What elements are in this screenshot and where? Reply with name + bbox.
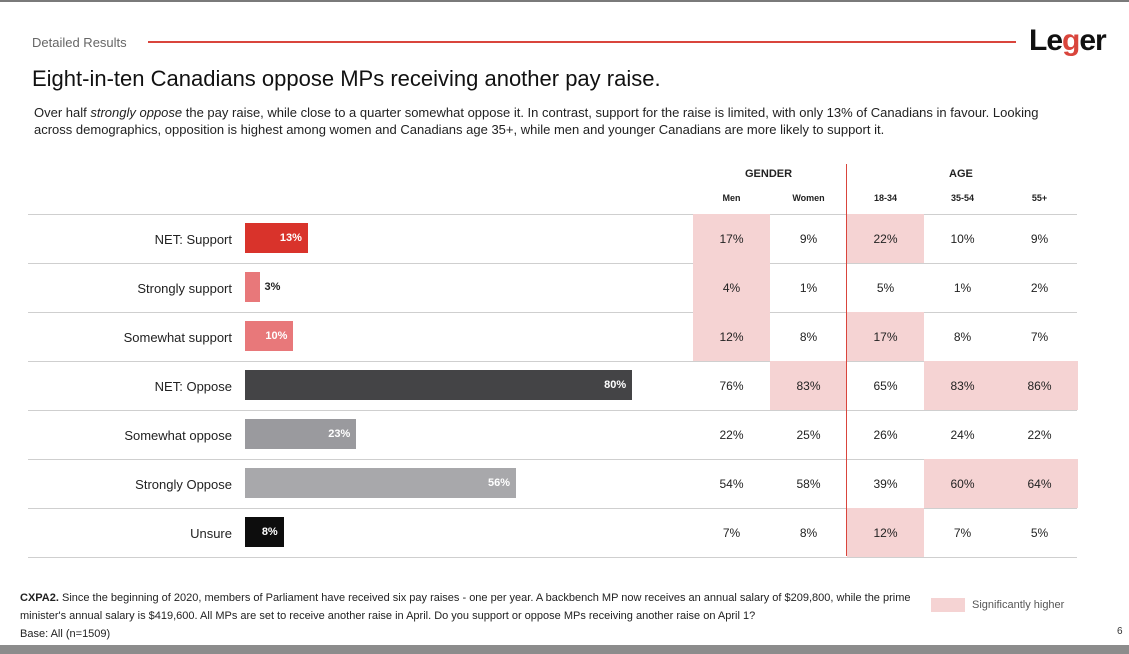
- page-number: 6: [1117, 626, 1123, 637]
- table-cell-somewhat-oppose-35-54: 24%: [950, 427, 975, 442]
- column-header-men: Men: [722, 193, 741, 203]
- bar-somewhat-support: [245, 321, 294, 351]
- column-header-35-54: 35-54: [950, 193, 975, 203]
- question-body: Since the beginning of 2020, members of …: [20, 592, 911, 622]
- table-cell-strongly-support-men: 4%: [693, 263, 770, 312]
- table-cell-net-support-men: 17%: [693, 214, 770, 263]
- bar-net-oppose: [245, 370, 633, 400]
- table-cell-net-support-55-plus: 9%: [1030, 231, 1049, 246]
- subtitle-emphasis: strongly oppose: [90, 105, 183, 120]
- row-rule: [28, 508, 1077, 509]
- gender-age-divider: [846, 164, 847, 556]
- table-cell-strongly-oppose-18-34: 39%: [873, 476, 898, 491]
- section-label: Detailed Results: [32, 35, 127, 50]
- table-cell-strongly-support-women: 1%: [799, 280, 818, 295]
- table-cell-strongly-oppose-women: 58%: [796, 476, 821, 491]
- bar-strongly-support: [245, 272, 260, 302]
- bar-somewhat-oppose: [245, 419, 357, 449]
- legend-label: Significantly higher: [972, 599, 1065, 611]
- table-cell-strongly-oppose-men: 54%: [719, 476, 744, 491]
- row-rule: [28, 312, 1077, 313]
- row-label-somewhat-support: Somewhat support: [123, 330, 232, 345]
- table-cell-unsure-18-34: 12%: [847, 508, 924, 557]
- table-cell-net-oppose-35-54: 83%: [924, 361, 1001, 410]
- top-border: [0, 0, 1129, 2]
- group-header-gender: GENDER: [745, 168, 793, 180]
- group-header-age: AGE: [949, 168, 973, 180]
- table-cell-somewhat-support-men: 12%: [693, 312, 770, 361]
- footnote: CXPA2. Since the beginning of 2020, memb…: [20, 589, 920, 643]
- table-cell-strongly-support-55-plus: 2%: [1030, 280, 1049, 295]
- column-header-women: Women: [792, 193, 825, 203]
- table-cell-strongly-support-35-54: 1%: [953, 280, 972, 295]
- table-cell-net-oppose-men: 76%: [719, 378, 744, 393]
- row-rule: [28, 557, 1077, 558]
- table-cell-net-support-women: 9%: [799, 231, 818, 246]
- table-cell-strongly-oppose-55-plus: 64%: [1001, 459, 1078, 508]
- table-cell-unsure-men: 7%: [722, 525, 741, 540]
- bar-unsure: [245, 517, 284, 547]
- table-cell-somewhat-support-35-54: 8%: [953, 329, 972, 344]
- row-label-somewhat-oppose: Somewhat oppose: [124, 428, 232, 443]
- bar-strongly-oppose: [245, 468, 517, 498]
- bar-value-somewhat-oppose: 23%: [328, 428, 351, 440]
- table-cell-net-oppose-18-34: 65%: [873, 378, 898, 393]
- table-cell-somewhat-oppose-55-plus: 22%: [1027, 427, 1052, 442]
- table-cell-unsure-55-plus: 5%: [1030, 525, 1049, 540]
- row-label-strongly-support: Strongly support: [137, 281, 232, 296]
- bar-net-support: [245, 223, 308, 253]
- table-cell-somewhat-support-55-plus: 7%: [1030, 329, 1049, 344]
- logo-suffix: er: [1079, 24, 1106, 57]
- table-cell-net-support-18-34: 22%: [847, 214, 924, 263]
- logo-accent: g: [1062, 24, 1080, 57]
- row-rule: [28, 263, 1077, 264]
- table-cell-somewhat-support-18-34: 17%: [847, 312, 924, 361]
- row-label-unsure: Unsure: [190, 526, 232, 541]
- logo-prefix: Le: [1029, 24, 1063, 57]
- row-rule: [28, 410, 1077, 411]
- bar-value-strongly-oppose: 56%: [488, 477, 511, 489]
- row-label-net-oppose: NET: Oppose: [154, 379, 232, 394]
- page-subtitle: Over half strongly oppose the pay raise,…: [34, 104, 1044, 138]
- table-cell-unsure-35-54: 7%: [953, 525, 972, 540]
- bar-value-somewhat-support: 10%: [265, 330, 288, 342]
- table-cell-somewhat-oppose-women: 25%: [796, 427, 821, 442]
- table-cell-net-oppose-women: 83%: [770, 361, 847, 410]
- table-cell-somewhat-support-women: 8%: [799, 329, 818, 344]
- bar-value-unsure: 8%: [261, 526, 278, 538]
- question-code: CXPA2.: [20, 592, 59, 604]
- table-cell-strongly-oppose-35-54: 60%: [924, 459, 1001, 508]
- bar-value-net-oppose: 80%: [604, 379, 627, 391]
- row-rule: [28, 361, 1077, 362]
- page-title: Eight-in-ten Canadians oppose MPs receiv…: [32, 66, 661, 91]
- legend-swatch: [931, 598, 965, 612]
- table-cell-strongly-support-18-34: 5%: [876, 280, 895, 295]
- table-cell-somewhat-oppose-18-34: 26%: [873, 427, 898, 442]
- section-rule: [148, 41, 1016, 43]
- base-text: Base: All (n=1509): [20, 628, 111, 640]
- table-cell-net-support-35-54: 10%: [950, 231, 975, 246]
- bar-value-net-support: 13%: [279, 232, 302, 244]
- row-rule: [28, 459, 1077, 460]
- table-cell-somewhat-oppose-men: 22%: [719, 427, 744, 442]
- subtitle-pre: Over half: [34, 105, 91, 120]
- bottom-border: [0, 645, 1129, 654]
- column-header-18-34: 18-34: [873, 193, 898, 203]
- subtitle-post: the pay raise, while close to a quarter …: [34, 105, 1039, 137]
- leger-logo: Leger: [1029, 24, 1107, 58]
- bar-value-strongly-support: 3%: [264, 281, 281, 293]
- table-top-rule: [28, 214, 1077, 215]
- table-cell-net-oppose-55-plus: 86%: [1001, 361, 1078, 410]
- row-label-net-support: NET: Support: [154, 232, 232, 247]
- table-cell-unsure-women: 8%: [799, 525, 818, 540]
- question-text: CXPA2. Since the beginning of 2020, memb…: [20, 589, 920, 625]
- row-label-strongly-oppose: Strongly Oppose: [135, 477, 232, 492]
- column-header-55-plus: 55+: [1031, 193, 1048, 203]
